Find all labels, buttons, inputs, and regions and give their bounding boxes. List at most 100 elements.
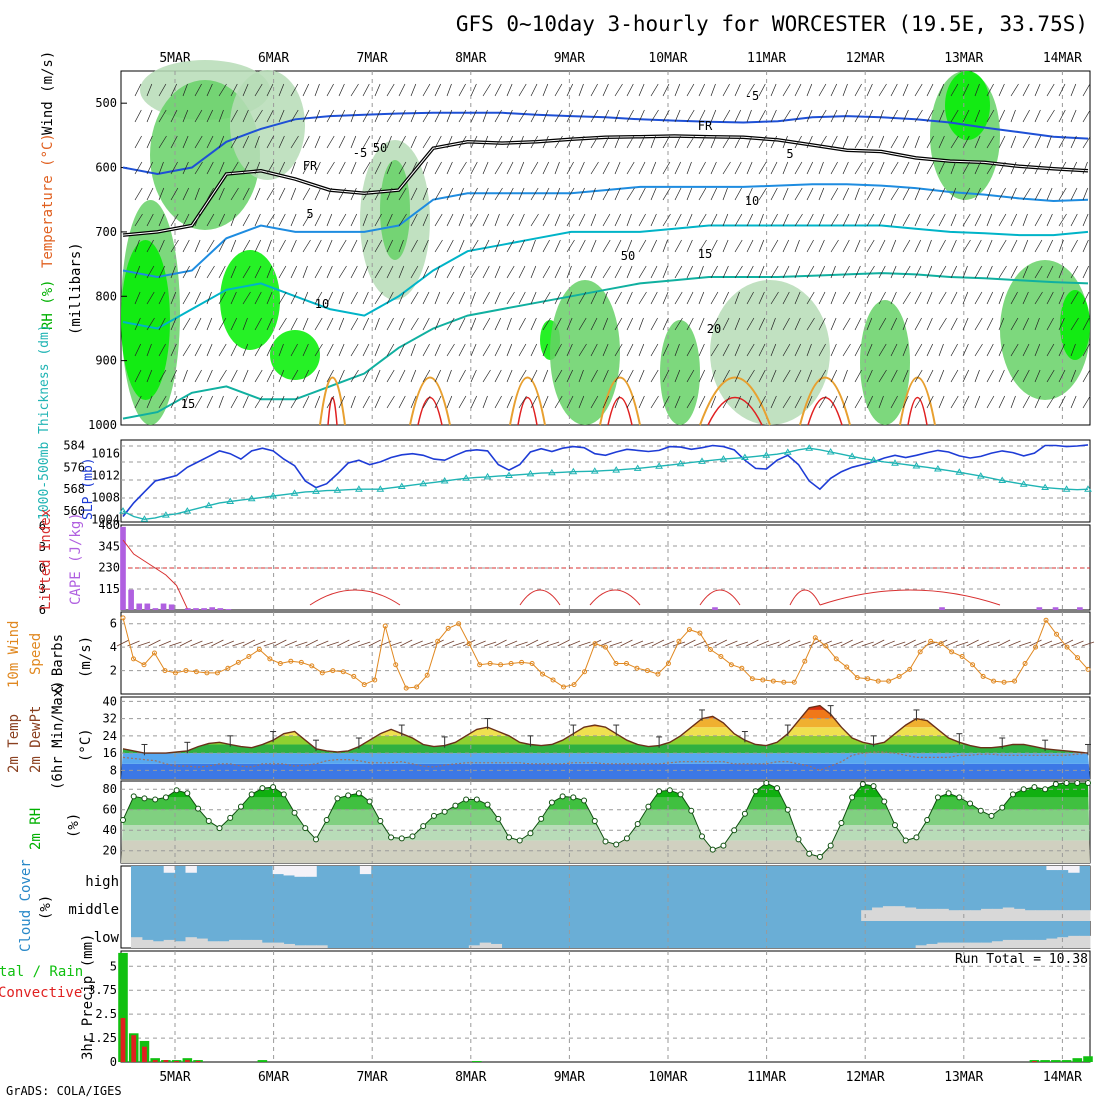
cloud-low: [937, 942, 949, 948]
contour-label: 10: [315, 297, 329, 311]
wind-barb: [146, 317, 155, 331]
wind-frame: [120, 611, 1091, 695]
wind-barb: [686, 265, 694, 279]
wind-barb: [578, 83, 584, 97]
thickness-marker: [183, 507, 192, 514]
cloud-low: [1024, 939, 1037, 948]
wind-barb: [1046, 109, 1055, 123]
wind-barb: [326, 317, 334, 331]
wind-barb: [987, 641, 1000, 647]
wind-barb: [1010, 395, 1016, 409]
cloud-plot: [131, 866, 1091, 948]
wind-barb: [290, 161, 296, 175]
wind-barb: [470, 395, 478, 409]
wind-barb: [146, 239, 154, 253]
wind-barb: [278, 265, 287, 279]
wind-barb: [374, 135, 382, 149]
wind-barb: [230, 109, 238, 123]
temp-tick-label: 8: [110, 763, 117, 777]
wind-barb: [116, 639, 130, 647]
wind-barb: [614, 239, 622, 253]
wind-barb: [566, 317, 573, 331]
wind-barb: [1058, 265, 1065, 279]
wind-barb: [914, 265, 922, 279]
wind-barb: [614, 109, 620, 123]
wind-barb: [578, 395, 585, 409]
wind-barb: [206, 343, 213, 357]
cloud-low: [959, 942, 971, 948]
wind-barb: [650, 317, 658, 331]
thickness-marker: [333, 486, 342, 493]
wind-barb: [794, 291, 801, 305]
wind-barb: [746, 213, 754, 227]
wind-barb: [722, 213, 729, 227]
rh-point: [1031, 784, 1038, 791]
wind-barb: [902, 343, 909, 357]
wind-barb: [806, 291, 815, 305]
wind-barb: [434, 369, 442, 383]
wind-barb: [638, 109, 645, 123]
wind-barb: [422, 161, 428, 175]
wind-barb: [638, 369, 645, 383]
wind-barb: [950, 369, 959, 383]
wind-barb: [158, 161, 164, 175]
wind-barb: [998, 239, 1007, 253]
rh-point: [699, 833, 705, 840]
wind-barb: [218, 213, 226, 227]
cloud-low: [948, 942, 960, 948]
wind-barb: [578, 187, 586, 201]
wind-barb: [170, 135, 178, 149]
wind-barb: [578, 109, 585, 123]
wind-speed-point: [130, 656, 136, 662]
wind-barb: [861, 641, 874, 647]
pressure-label: (millibars): [68, 242, 84, 335]
wind-barb: [422, 187, 429, 201]
rh-point: [945, 790, 952, 797]
wind-speed-point: [487, 661, 493, 667]
wind-barb: [614, 161, 621, 175]
wind-speed-point: [613, 661, 619, 667]
precip-total-label: Total / Rain: [0, 964, 83, 980]
wind-barb: [278, 239, 286, 253]
wind-speed-point: [1054, 631, 1060, 637]
wind-barb: [434, 265, 440, 279]
temp-unit: (°C): [78, 728, 94, 762]
wind-barbs-label: & Barbs: [50, 634, 66, 693]
wind-barb: [626, 317, 634, 331]
wind-barb: [578, 291, 587, 305]
wind-barb: [854, 213, 861, 227]
rh-point: [162, 794, 169, 801]
cloud-low: [316, 945, 328, 948]
wind-speed-point: [749, 676, 755, 682]
contour-label: -5: [353, 146, 367, 160]
wind-barb: [482, 317, 491, 331]
wind-barb: [218, 291, 226, 305]
date-label-bottom: 13MAR: [944, 1070, 983, 1085]
wind-barb: [506, 291, 515, 305]
wind-barb: [662, 265, 669, 279]
cloud-level-high: high: [85, 874, 119, 890]
wind-barb: [566, 109, 574, 123]
wind-barb: [590, 291, 598, 305]
date-label-top: 12MAR: [846, 51, 885, 66]
wind-speed-point: [676, 638, 682, 644]
wind-speed-point: [172, 670, 178, 676]
wind-speed-point: [718, 654, 724, 660]
wind-barb: [698, 187, 707, 201]
wind-barb: [290, 291, 298, 305]
wind-barb: [452, 641, 465, 647]
wind-barb: [938, 213, 946, 227]
wind-barb: [494, 213, 500, 227]
wind-barb: [938, 317, 947, 331]
wind-barb: [566, 369, 574, 383]
thickness-marker: [633, 464, 642, 471]
wind-barb: [770, 395, 777, 409]
wind-barb: [1058, 395, 1066, 409]
cloud-level-middle: middle: [68, 902, 119, 918]
wind-barb: [806, 343, 812, 357]
wind-barb: [266, 239, 272, 253]
wind-barb: [590, 239, 597, 253]
wind-barb: [578, 265, 586, 279]
wind-barb: [314, 187, 322, 201]
